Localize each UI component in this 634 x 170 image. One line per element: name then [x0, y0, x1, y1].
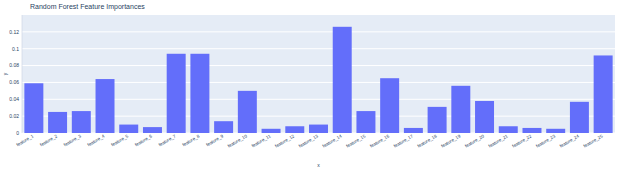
x-tick-label: feature_13: [298, 133, 320, 148]
x-tick-label: feature_9: [205, 133, 224, 147]
y-tick-label: 0.06: [9, 79, 19, 85]
chart: 0 0.02 0.04 0.06 0.08 0.1 0.12 feature_1 feature…: [0, 0, 634, 170]
x-tick-label: feature_11: [251, 133, 272, 148]
x-tick-label: feature_5: [110, 133, 129, 147]
x-tick-label: feature_1: [15, 133, 34, 147]
x-tick-label: feature_22: [511, 133, 533, 148]
bar: [24, 83, 43, 133]
x-tick-label: feature_2: [39, 133, 58, 147]
x-tick-label: feature_10: [227, 133, 249, 148]
bar: [451, 86, 470, 133]
x-tick-label: feature_3: [63, 133, 82, 147]
bar: [119, 125, 138, 133]
y-tick-label: 0.1: [12, 46, 19, 52]
y-tick-label: 0.12: [9, 29, 19, 35]
x-tick-label: feature_4: [87, 133, 106, 147]
x-tick-label: feature_25: [582, 133, 604, 148]
bar: [333, 27, 352, 133]
x-tick-label: feature_15: [345, 133, 367, 148]
bar: [404, 128, 423, 133]
bar: [499, 126, 518, 133]
x-tick-label: feature_6: [134, 133, 153, 147]
bar: [238, 91, 257, 133]
x-axis-title: x: [317, 162, 320, 168]
x-tick-label: feature_12: [274, 133, 296, 148]
bar: [143, 127, 162, 133]
bar: [285, 126, 304, 133]
x-tick-label: feature_8: [181, 133, 200, 147]
bar: [475, 101, 494, 133]
x-tick-label: feature_14: [322, 133, 344, 148]
bar: [428, 107, 447, 133]
y-tick-label: 0.08: [9, 62, 19, 68]
y-tick-label: 0.04: [9, 96, 19, 102]
bar: [522, 128, 541, 133]
x-tick-label: feature_23: [535, 133, 557, 148]
y-tick-label: 0: [16, 130, 19, 136]
grid-line: [22, 31, 615, 32]
grid-line: [22, 65, 615, 66]
x-tick-label: feature_20: [464, 133, 486, 148]
bar: [262, 129, 281, 133]
plot-background: [22, 15, 615, 133]
y-axis-title: y: [2, 72, 8, 75]
x-tick-label: feature_18: [416, 133, 438, 148]
bar: [594, 55, 613, 133]
x-tick-label: feature_16: [369, 133, 391, 148]
title: Random Forest Feature Importances: [30, 3, 145, 11]
bar: [48, 112, 67, 133]
bar: [167, 54, 186, 133]
bar: [96, 79, 115, 133]
x-tick-label: feature_24: [559, 133, 581, 148]
bar: [546, 129, 565, 133]
y-tick-label: 0.02: [9, 113, 19, 119]
x-tick-label: feature_17: [393, 133, 415, 148]
x-tick-label: feature_7: [158, 133, 177, 147]
bar: [309, 125, 328, 133]
x-tick-label: feature_21: [488, 133, 510, 148]
bar: [380, 78, 399, 133]
y-axis-line: [22, 15, 23, 133]
bar: [570, 102, 589, 133]
bar: [356, 111, 375, 133]
bar: [214, 121, 233, 133]
bar: [72, 111, 91, 133]
bar: [190, 54, 209, 133]
bars: [24, 27, 612, 133]
x-tick-label: feature_19: [440, 133, 462, 148]
grid-line: [22, 48, 615, 49]
